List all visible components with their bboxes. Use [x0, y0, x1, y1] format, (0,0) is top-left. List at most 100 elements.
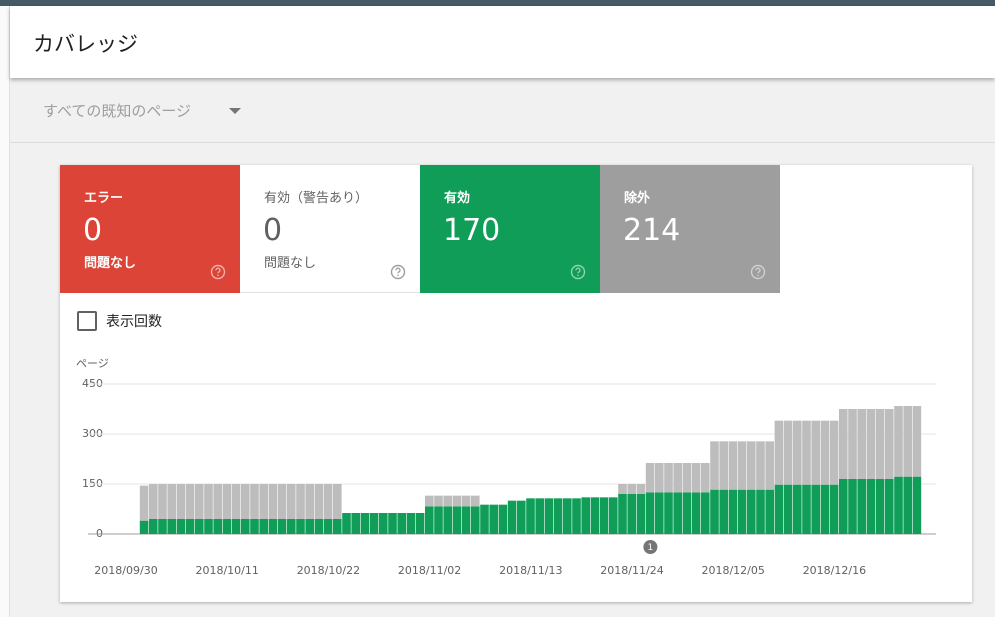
bar: [710, 489, 719, 534]
bar: [599, 497, 609, 534]
filter[interactable]: すべての既知のページ: [10, 80, 995, 143]
bar: [425, 495, 434, 507]
bar: [222, 484, 232, 519]
bar: [783, 420, 793, 485]
bar: [664, 492, 673, 534]
bar: [848, 409, 857, 479]
bar: [379, 513, 388, 534]
help-icon[interactable]: [390, 264, 406, 280]
bar: [802, 484, 811, 534]
card-value: 0: [263, 213, 283, 248]
bar: [737, 441, 747, 490]
bar: [673, 463, 682, 493]
bar: [756, 441, 765, 490]
help-icon[interactable]: [570, 264, 586, 280]
dropdown-arrow[interactable]: [228, 107, 242, 115]
bar: [572, 498, 581, 534]
excluded-card[interactable]: 除外 214: [600, 165, 780, 293]
bar: [682, 492, 692, 534]
bar: [415, 513, 425, 534]
bar: [719, 489, 728, 534]
bar: [912, 476, 922, 534]
bar: [728, 441, 738, 490]
bar: [793, 420, 802, 485]
bar: [489, 504, 498, 534]
x-tick-label: 2018/12/05: [701, 564, 764, 577]
help-icon[interactable]: [210, 264, 226, 280]
bar: [296, 484, 305, 519]
bar: [802, 420, 811, 485]
bar: [176, 519, 186, 534]
bar: [443, 495, 452, 507]
card-note: 問題なし: [264, 256, 317, 271]
bar: [618, 484, 627, 494]
checkbox[interactable]: [77, 311, 97, 331]
bar: [241, 484, 250, 519]
bar: [765, 441, 774, 490]
bar: [425, 506, 434, 534]
filter-label[interactable]: すべての既知のページ: [43, 102, 192, 120]
top-bar: [0, 0, 995, 6]
bar: [673, 492, 682, 534]
bar: [820, 484, 830, 534]
bar: [581, 497, 590, 534]
bar: [885, 409, 894, 479]
bar: [296, 519, 305, 534]
bar: [793, 484, 802, 534]
bar: [747, 489, 756, 534]
bar: [287, 519, 296, 534]
bar: [204, 519, 213, 534]
warning-card[interactable]: 有効（警告あり） 0 問題なし: [240, 165, 420, 293]
annotation-marker: [643, 540, 658, 554]
bar: [287, 484, 296, 519]
bar: [839, 409, 848, 479]
bar: [774, 484, 784, 534]
help-icon[interactable]: [750, 264, 766, 280]
bar: [406, 513, 416, 534]
bar: [636, 494, 646, 534]
bar: [737, 489, 747, 534]
bar: [765, 489, 774, 534]
bar: [811, 420, 820, 485]
bar: [701, 492, 710, 534]
bar: [866, 409, 876, 479]
bar: [820, 420, 830, 485]
bar: [829, 420, 839, 485]
card-label: 除外: [624, 191, 651, 206]
bar: [553, 498, 563, 534]
bar: [277, 484, 287, 519]
valid-card[interactable]: 有効 170: [420, 165, 600, 293]
bar: [682, 463, 692, 493]
bar: [185, 484, 195, 519]
card-label: 有効（警告あり）: [264, 191, 369, 206]
bar: [323, 484, 333, 519]
error-card[interactable]: エラー 0 問題なし: [60, 165, 240, 293]
bar: [195, 519, 204, 534]
bar: [655, 463, 664, 493]
bar: [250, 519, 259, 534]
bar: [176, 484, 186, 519]
bar: [839, 479, 848, 534]
bar: [185, 519, 195, 534]
bar: [333, 519, 342, 534]
bar: [655, 492, 664, 534]
bar: [903, 476, 912, 534]
bar: [231, 484, 241, 519]
x-tick-label: 2018/12/16: [803, 564, 866, 577]
bar: [498, 504, 508, 534]
y-axis-label: ページ: [76, 357, 109, 370]
bar: [333, 484, 342, 519]
card-label: エラー: [84, 191, 124, 206]
card-value: 214: [623, 213, 681, 248]
bar: [747, 441, 756, 490]
bar: [857, 409, 866, 479]
sidebar: [0, 6, 10, 617]
bar: [811, 484, 820, 534]
checkbox-label[interactable]: 表示回数: [106, 314, 162, 330]
bar: [912, 406, 922, 477]
bar: [471, 495, 480, 507]
bar: [204, 484, 213, 519]
bar: [314, 484, 324, 519]
bar: [609, 497, 618, 534]
